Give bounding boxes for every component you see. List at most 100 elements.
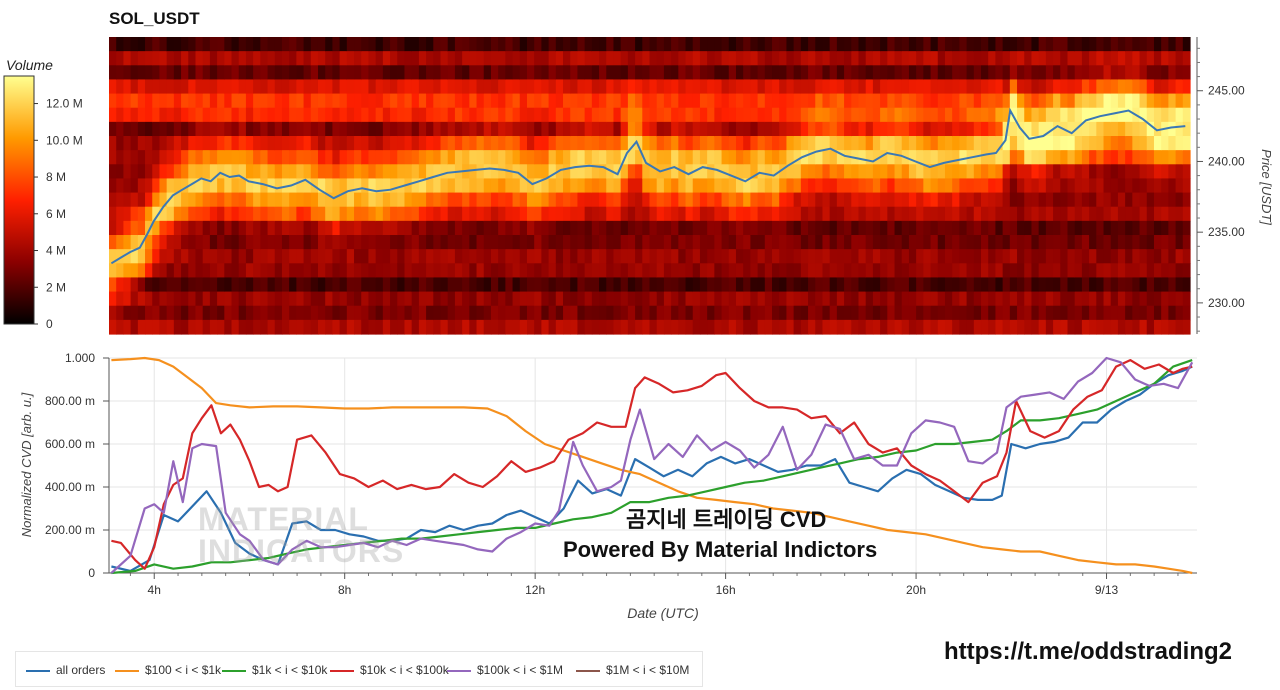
heatmap-cell xyxy=(490,79,499,95)
heatmap-cell xyxy=(382,249,391,264)
heatmap-cell xyxy=(296,51,305,66)
heatmap-cell xyxy=(822,51,831,66)
heatmap-cell xyxy=(721,136,730,151)
legend-swatch xyxy=(447,669,471,672)
cvd-plot-area xyxy=(109,358,1197,573)
heatmap-cell xyxy=(397,79,406,95)
heatmap-cell xyxy=(325,319,334,335)
heatmap-cell xyxy=(635,121,643,137)
heatmap-cell xyxy=(1132,192,1141,208)
heatmap-cell xyxy=(217,206,225,222)
heatmap-cell xyxy=(476,150,485,165)
x-tick-label: 8h xyxy=(338,583,351,597)
heatmap-cell xyxy=(959,206,968,222)
heatmap-cell xyxy=(714,51,723,66)
telegram-link[interactable]: https://t.me/oddstrading2 xyxy=(944,638,1232,665)
heatmap-cell xyxy=(1060,249,1069,264)
legend-item[interactable]: $100k < i < $1M xyxy=(447,652,563,688)
heatmap-cell xyxy=(908,220,917,236)
heatmap-cell xyxy=(325,277,334,293)
heatmap-cell xyxy=(663,263,672,279)
legend-item[interactable]: $100 < i < $1k xyxy=(115,652,221,688)
legend-swatch xyxy=(115,669,139,672)
heatmap-cell xyxy=(995,150,1004,165)
heatmap-cell xyxy=(145,206,153,222)
heatmap-cell xyxy=(462,305,470,321)
heatmap-cell xyxy=(793,93,802,109)
heatmap-cell xyxy=(253,107,261,123)
heatmap-cell xyxy=(411,192,420,208)
heatmap-cell xyxy=(152,164,161,180)
legend-item[interactable]: $10k < i < $100k xyxy=(330,652,449,688)
heatmap-cell xyxy=(137,121,146,137)
heatmap-cell xyxy=(188,37,197,52)
heatmap-cell xyxy=(152,178,161,194)
heatmap-cell xyxy=(526,93,535,109)
heatmap-cell xyxy=(526,235,535,250)
heatmap-cell xyxy=(851,319,860,335)
heatmap-cell xyxy=(620,51,629,66)
heatmap-cell xyxy=(779,51,788,66)
legend-item[interactable]: $1M < i < $10M xyxy=(576,652,689,688)
heatmap-cell xyxy=(116,178,125,194)
heatmap-cell xyxy=(570,37,579,52)
heatmap-cell xyxy=(714,164,723,180)
heatmap-cell xyxy=(894,37,903,52)
heatmap-cell xyxy=(1002,263,1011,279)
heatmap-cell xyxy=(1089,277,1097,293)
heatmap-cell xyxy=(685,93,694,109)
heatmap-cell xyxy=(966,220,975,236)
heatmap-cell xyxy=(1009,37,1018,52)
heatmap-cell xyxy=(1045,291,1054,307)
heatmap-cell xyxy=(418,291,427,307)
heatmap-cell xyxy=(159,263,168,279)
heatmap-cell xyxy=(793,136,802,151)
heatmap-cell xyxy=(1031,249,1040,264)
heatmap-cell xyxy=(887,235,896,250)
heatmap-cell xyxy=(188,107,197,123)
heatmap-cell xyxy=(325,107,334,123)
legend-item[interactable]: $1k < i < $10k xyxy=(222,652,327,688)
heatmap-cell xyxy=(375,305,384,321)
heatmap-cell xyxy=(534,235,542,250)
heatmap-cell xyxy=(231,206,240,222)
heatmap-cell xyxy=(894,178,903,194)
heatmap-cell xyxy=(361,192,370,208)
heatmap-cell xyxy=(1125,220,1133,236)
heatmap-cell xyxy=(699,206,708,222)
heatmap-cell xyxy=(613,51,622,66)
heatmap-cell xyxy=(880,79,888,95)
heatmap-cell xyxy=(930,178,939,194)
heatmap-cell xyxy=(310,150,319,165)
heatmap-cell xyxy=(354,263,362,279)
heatmap-cell xyxy=(973,37,982,52)
heatmap-cell xyxy=(930,150,939,165)
heatmap-cell xyxy=(498,136,506,151)
heatmap-cell xyxy=(1153,164,1162,180)
heatmap-cell xyxy=(1175,121,1184,137)
heatmap-cell xyxy=(123,249,132,264)
heatmap-cell xyxy=(937,305,946,321)
heatmap-cell xyxy=(137,107,146,123)
heatmap-cell xyxy=(130,263,139,279)
heatmap-cell xyxy=(858,319,867,335)
heatmap-cell xyxy=(145,305,153,321)
heatmap-cell xyxy=(440,305,449,321)
heatmap-cell xyxy=(1139,277,1148,293)
heatmap-cell xyxy=(649,51,658,66)
heatmap-cell xyxy=(1146,136,1155,151)
heatmap-cell xyxy=(800,37,809,52)
heatmap-cell xyxy=(433,263,442,279)
heatmap-cell xyxy=(1031,263,1040,279)
legend-item[interactable]: all orders xyxy=(26,652,105,688)
heatmap-cell xyxy=(1060,51,1069,66)
heatmap-cell xyxy=(649,37,658,52)
heatmap-cell xyxy=(570,319,579,335)
heatmap-cell xyxy=(692,263,701,279)
heatmap-cell xyxy=(973,263,982,279)
heatmap-cell xyxy=(764,150,773,165)
heatmap-cell xyxy=(627,51,636,66)
heatmap-cell xyxy=(137,319,146,335)
heatmap-cell xyxy=(181,164,189,180)
heatmap-cell xyxy=(159,93,168,109)
